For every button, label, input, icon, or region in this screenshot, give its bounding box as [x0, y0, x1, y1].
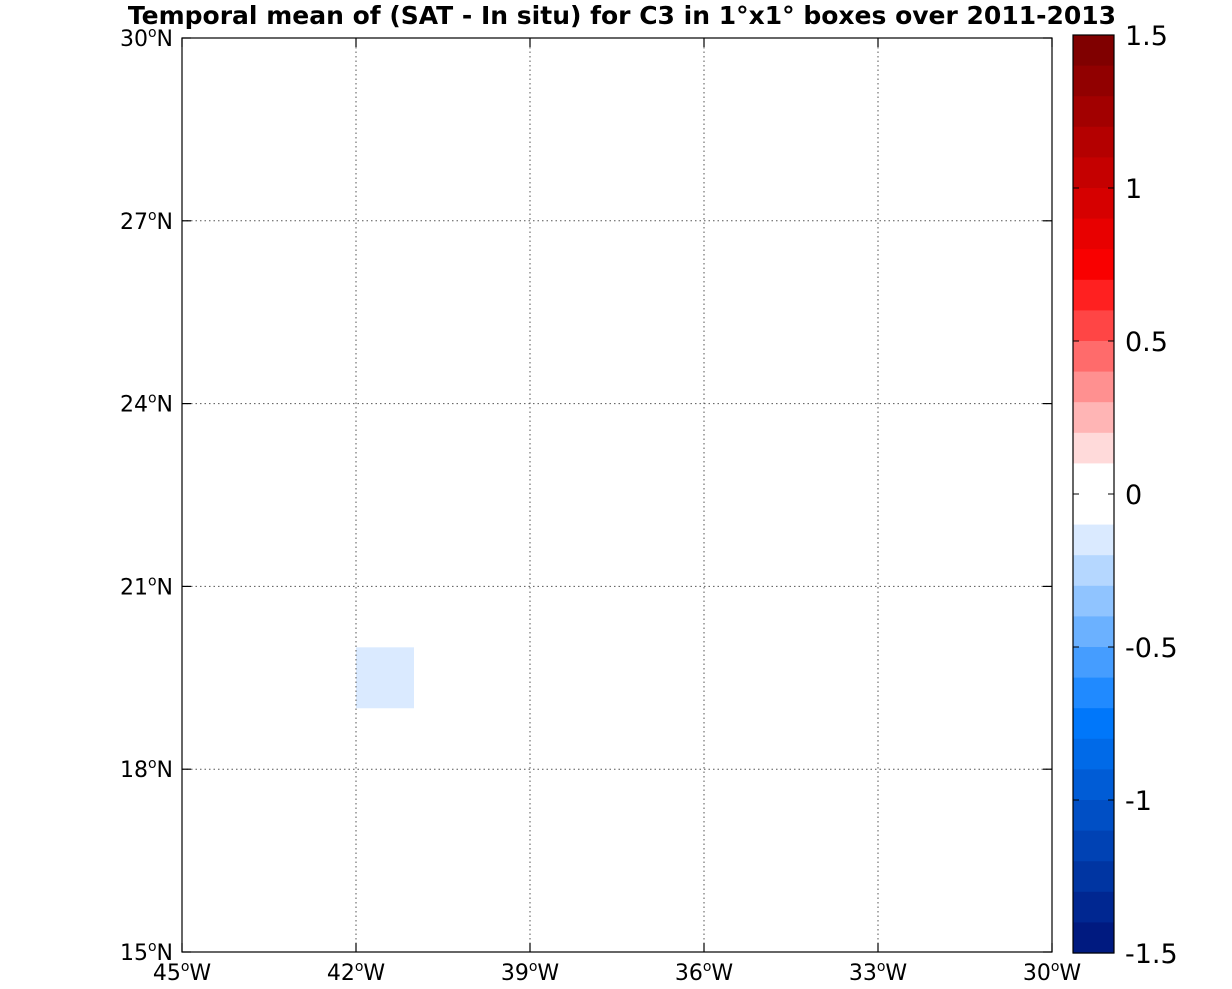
heatmap-cell: [588, 403, 646, 465]
colorbar-swatch: [1073, 585, 1114, 617]
colorbar-tick-label: 0.5: [1125, 327, 1168, 358]
colorbar-swatch: [1073, 463, 1114, 495]
colorbar-swatch: [1073, 341, 1114, 373]
y-tick-label: 24oN: [120, 391, 173, 418]
x-tick-label: 36oW: [675, 959, 734, 984]
colorbar-swatch: [1073, 830, 1114, 862]
colorbar-swatch: [1073, 647, 1114, 679]
heatmap-cell: [530, 281, 588, 343]
colorbar-swatch: [1073, 218, 1114, 250]
colorbar-swatch: [1073, 708, 1114, 740]
colorbar-tick-label: 1.5: [1125, 21, 1168, 52]
colorbar-swatch: [1073, 249, 1114, 281]
colorbar-swatch: [1073, 861, 1114, 893]
y-tick-label: 15oN: [120, 939, 173, 966]
chart-title: Temporal mean of (SAT - In situ) for C3 …: [128, 1, 1116, 30]
y-tick-label: 30oN: [120, 25, 173, 52]
heatmap-cell: [356, 159, 414, 221]
colorbar-tick-label: -1: [1125, 786, 1152, 817]
colorbar: 1.5 1 0.5 0 -0.5 -1 -1.5: [1072, 21, 1178, 970]
colorbar-tick-label: -1.5: [1125, 939, 1178, 970]
x-tick-label: 45oW: [153, 959, 212, 984]
colorbar-swatch: [1073, 922, 1114, 954]
heatmap-cell: [472, 464, 530, 526]
heatmap-cell: [646, 98, 704, 160]
x-tick-label: 30oW: [1023, 959, 1082, 984]
colorbar-swatch: [1073, 65, 1114, 97]
heatmap-cell: [530, 464, 588, 526]
colorbar-swatch: [1073, 769, 1114, 801]
colorbar-swatch: [1073, 432, 1114, 464]
y-tick-label: 21oN: [120, 573, 173, 600]
heatmap-cell: [646, 464, 704, 526]
x-tick-label: 33oW: [849, 959, 908, 984]
heatmap-cell: [356, 647, 414, 709]
colorbar-swatch: [1073, 677, 1114, 709]
colorbar-swatch: [1073, 402, 1114, 434]
colorbar-swatch: [1073, 616, 1114, 648]
heatmap-cell: [588, 342, 646, 404]
colorbar-tick-label: 1: [1125, 174, 1142, 205]
colorbar-swatch: [1073, 310, 1114, 342]
colorbar-swatch: [1073, 494, 1114, 526]
colorbar-swatch: [1073, 96, 1114, 128]
colorbar-swatch: [1073, 188, 1114, 220]
heatmap-cell: [472, 525, 530, 587]
heatmap-cell: [414, 159, 472, 221]
colorbar-swatch: [1073, 279, 1114, 311]
y-tick-label: 27oN: [120, 208, 173, 235]
colorbar-tick-label: 0: [1125, 480, 1142, 511]
colorbar-tick-label: -0.5: [1125, 633, 1178, 664]
colorbar-swatch: [1073, 524, 1114, 556]
colorbar-swatch: [1073, 35, 1114, 67]
plot-frame: [181, 37, 1053, 953]
heatmap-cell: [298, 403, 356, 465]
x-tick-label: 39oW: [501, 959, 560, 984]
colorbar-swatch: [1073, 891, 1114, 923]
colorbar-swatch: [1073, 555, 1114, 587]
colorbar-swatch: [1073, 800, 1114, 832]
colorbar-swatch: [1073, 371, 1114, 403]
x-tick-label: 42oW: [327, 959, 386, 984]
map-plot-area: 45oW 42oW 39oW 36oW 33oW 30oW 15oN 18oN 21oN 24oN…: [120, 25, 1082, 986]
colorbar-swatch: [1073, 126, 1114, 158]
y-tick-label: 18oN: [120, 756, 173, 783]
colorbar-swatch: [1073, 157, 1114, 189]
colorbar-swatch: [1073, 738, 1114, 770]
